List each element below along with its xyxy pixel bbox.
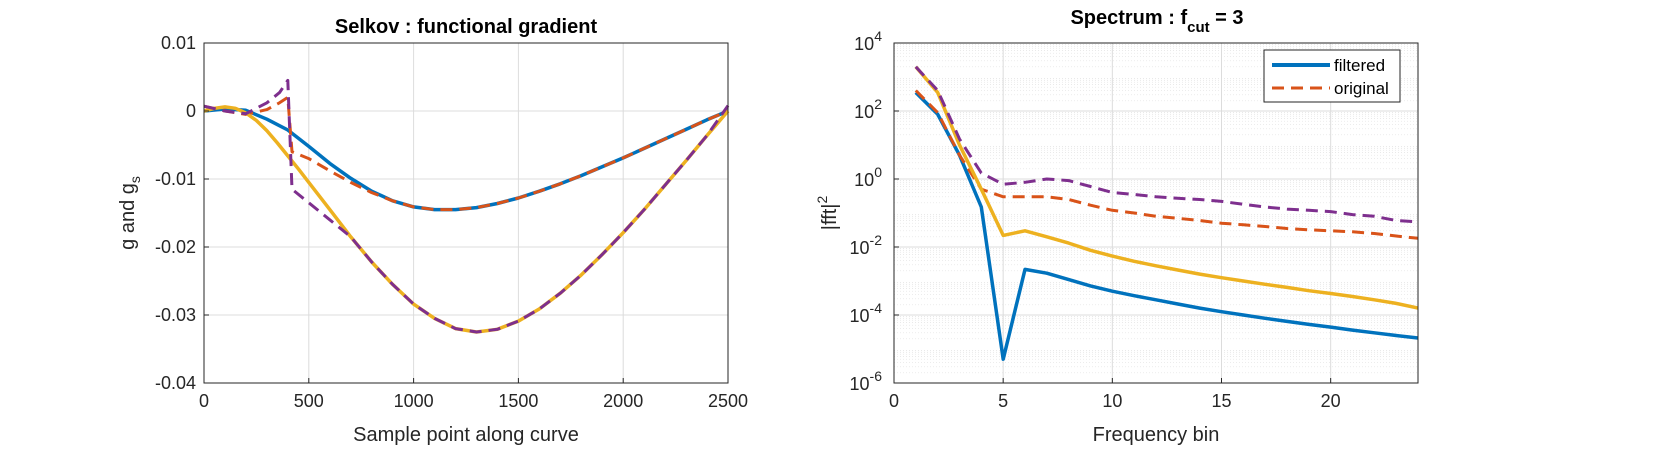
left-series-line-blue [203, 107, 729, 212]
left-xtick-label: 500 [294, 391, 324, 411]
left-xtick-label: 1000 [394, 391, 434, 411]
left-xlabel: Sample point along curve [353, 424, 579, 446]
right-axes-box [893, 42, 1419, 384]
right-series-line-blue [914, 91, 1419, 361]
left-ticks: 0 500 1000 1500 2000 2500 0.01 0 -0.01 -0.02 -0.03… [155, 33, 748, 411]
right-xtick-label: 20 [1321, 391, 1341, 411]
right-ytick-label: 100 [854, 164, 882, 190]
right-ytick-label: 10-6 [850, 368, 883, 394]
right-series-line-orange [914, 89, 1419, 240]
right-title: Spectrum : fcut = 3 [1070, 7, 1243, 36]
right-ytick-label: 102 [854, 96, 882, 122]
left-ylabel-sub: s [127, 176, 143, 183]
right-ylabel-sup: 2 [814, 196, 830, 204]
right-ytick-label: 10-2 [850, 232, 883, 258]
right-xlabel: Frequency bin [1093, 424, 1220, 446]
right-xtick-label: 15 [1211, 391, 1231, 411]
left-series-line-yellow [203, 105, 730, 334]
left-title: Selkov : functional gradient [335, 16, 598, 38]
right-series-line-purple [914, 65, 1419, 224]
left-ytick-label: -0.04 [155, 373, 196, 393]
left-series-line-orange [203, 95, 729, 212]
right-xtick-label: 0 [889, 391, 899, 411]
right-xtick-label: 10 [1102, 391, 1122, 411]
left-series [203, 78, 730, 334]
left-series-line-purple [203, 78, 730, 334]
left-ytick-label: -0.01 [155, 169, 196, 189]
right-title-main: Spectrum : f [1070, 7, 1187, 29]
gradient-plot: Selkov : functional gradient 0 500 1000 150… [117, 16, 748, 446]
right-xtick-label: 5 [998, 391, 1008, 411]
left-axes-box [203, 42, 729, 384]
legend-label-filtered: filtered [1334, 56, 1385, 75]
right-ylabel: |fft|2 [814, 196, 841, 231]
spectrum-plot: Spectrum : fcut = 3 0 5 10 15 20 10-6 10-4 10-2… [814, 7, 1419, 446]
left-xtick-label: 1500 [498, 391, 538, 411]
legend-label-original: original [1334, 79, 1389, 98]
legend: filtered original [1263, 49, 1401, 103]
right-ytick-label: 10-4 [850, 300, 883, 326]
right-series [914, 65, 1419, 361]
left-xtick-label: 2000 [603, 391, 643, 411]
right-ylabel-main: |fft| [819, 204, 841, 231]
left-xtick-label: 0 [199, 391, 209, 411]
left-ylabel: g and gs [117, 176, 143, 250]
right-title-sub: cut [1187, 19, 1210, 36]
left-ylabel-main: g and g [117, 183, 139, 250]
left-xtick-label: 2500 [708, 391, 748, 411]
legend-box [1263, 49, 1401, 103]
left-ytick-label: 0.01 [161, 33, 196, 53]
left-ytick-label: -0.03 [155, 305, 196, 325]
right-ytick-label: 104 [854, 28, 882, 54]
left-ytick-label: 0 [186, 101, 196, 121]
left-ytick-label: -0.02 [155, 237, 196, 257]
right-title-tail: = 3 [1210, 7, 1244, 29]
right-ticks: 0 5 10 15 20 10-6 10-4 10-2 100 102 104 [850, 28, 1341, 411]
right-series-line-yellow [914, 65, 1419, 310]
